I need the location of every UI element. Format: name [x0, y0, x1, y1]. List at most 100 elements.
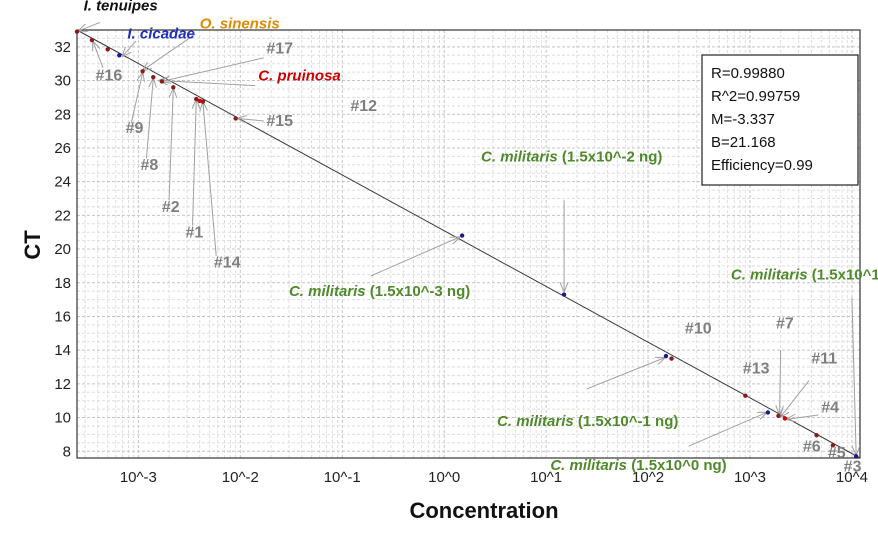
annotation-label: #15 [266, 113, 293, 130]
annotation-label: #2 [162, 199, 180, 216]
annotation-label: #10 [685, 320, 712, 337]
annotation-arrow [688, 413, 767, 447]
annotation-label: O. sinensis [200, 15, 280, 32]
data-point [669, 356, 674, 361]
annotation-label: #4 [821, 400, 839, 417]
y-tick-label: 16 [54, 308, 71, 325]
annotation-arrows [79, 21, 856, 455]
annotation-label: #14 [214, 255, 241, 272]
x-axis-title: Concentration [409, 498, 558, 523]
data-point [74, 29, 80, 34]
stat-r-squared: R^2=0.99759 [711, 88, 800, 105]
annotation-label: I. tenuipes [84, 0, 158, 15]
y-tick-label: 20 [54, 241, 71, 258]
y-tick-label: 22 [54, 207, 71, 224]
annotation-label: #6 [803, 438, 821, 455]
annotation-arrow [787, 415, 819, 419]
data-point [459, 233, 465, 238]
y-tick-label: 30 [54, 73, 71, 90]
annotation-label: #16 [96, 68, 123, 85]
data-points [74, 29, 859, 459]
annotation-label: #11 [811, 351, 837, 368]
x-tick-label: 10^4 [836, 469, 868, 486]
annotation-label: C. militaris (1.5x10^1 ng) [731, 266, 878, 283]
annotation-arrow [781, 380, 810, 416]
stat-intercept: B=21.168 [711, 134, 776, 151]
data-point [776, 413, 781, 419]
annotation-arrow [586, 358, 665, 390]
annotation-label: #1 [186, 224, 204, 241]
annotation-arrow [159, 81, 256, 87]
annotation-arrow [93, 42, 104, 69]
annotation-arrow [780, 350, 781, 414]
annotation-label: C. militaris (1.5x10^-2 ng) [481, 148, 662, 165]
regression-stats-box: R=0.99880 R^2=0.99759 M=-3.337 B=21.168 … [701, 54, 859, 186]
y-tick-label: 26 [54, 140, 71, 157]
data-point [117, 53, 122, 58]
data-point [814, 433, 819, 438]
data-point [159, 79, 165, 84]
data-point [853, 454, 859, 459]
annotation-arrow [162, 57, 264, 82]
y-axis-title: CT [20, 230, 45, 260]
data-point [194, 96, 199, 102]
annotation-label: #8 [141, 157, 159, 174]
annotation-label: #9 [126, 120, 144, 137]
x-tick-label: 10^-1 [324, 469, 361, 486]
annotation-label: I. cicadae [127, 25, 195, 42]
annotation-arrow [203, 102, 217, 256]
data-point [140, 69, 145, 74]
annotation-label: #13 [743, 361, 770, 378]
data-point [105, 47, 110, 52]
annotation-arrow [143, 33, 196, 70]
annotation-arrow [370, 237, 459, 277]
annotation-label: C. militaris (1.5x10^-3 ng) [289, 283, 470, 300]
y-tick-label: 32 [54, 39, 71, 56]
stat-efficiency: Efficiency=0.99 [711, 157, 813, 174]
data-point [765, 410, 771, 415]
annotation-label: #12 [350, 98, 377, 115]
x-tick-label: 10^-2 [222, 469, 259, 486]
x-tick-label: 10^0 [428, 469, 460, 486]
annotation-arrow [238, 118, 264, 121]
annotation-label: C. militaris (1.5x10^-1 ng) [497, 413, 678, 430]
annotation-labels: I. tenuipes #16 I. cicadae O. sinensis #17 C.… [84, 0, 878, 475]
y-tick-label: 18 [54, 275, 71, 292]
data-point [200, 99, 206, 104]
x-tick-label: 10^2 [632, 469, 664, 486]
annotation-label: #7 [776, 315, 794, 332]
annotation-arrow [145, 79, 153, 159]
y-tick-label: 28 [54, 106, 71, 123]
data-point [561, 292, 567, 297]
data-point [151, 74, 156, 80]
annotation-label: #17 [266, 41, 293, 58]
annotation-label: C. militaris (1.5x10^0 ng) [550, 457, 726, 474]
stats-box-frame [701, 54, 859, 186]
stat-r: R=0.99880 [711, 65, 785, 82]
data-point [782, 416, 788, 421]
y-tick-label: 14 [54, 342, 71, 359]
annotation-label: #3 [844, 458, 862, 475]
y-tick-label: 12 [54, 376, 71, 393]
data-point [233, 116, 238, 121]
x-tick-label: 10^3 [734, 469, 766, 486]
x-tick-label: 10^-3 [120, 469, 157, 486]
annotation-label: #5 [828, 445, 846, 462]
data-point [743, 393, 748, 398]
y-tick-label: 24 [54, 174, 71, 191]
data-point [89, 37, 95, 43]
axis-tick-labels: 10^-3 10^-2 10^-1 10^0 10^1 10^2 10^3 10^4 8 10 12… [54, 39, 868, 486]
annotation-arrow [130, 73, 142, 124]
annotation-arrow [168, 89, 173, 201]
annotation-label: C. pruinosa [258, 68, 341, 85]
data-point [171, 85, 176, 90]
annotation-arrow [193, 100, 197, 226]
annotation-arrow [851, 297, 856, 455]
data-point [663, 353, 669, 359]
annotation-arrow [123, 40, 137, 56]
x-tick-label: 10^1 [530, 469, 562, 486]
data-point [830, 443, 836, 448]
y-tick-label: 8 [63, 443, 71, 460]
annotation-arrow [79, 21, 101, 30]
